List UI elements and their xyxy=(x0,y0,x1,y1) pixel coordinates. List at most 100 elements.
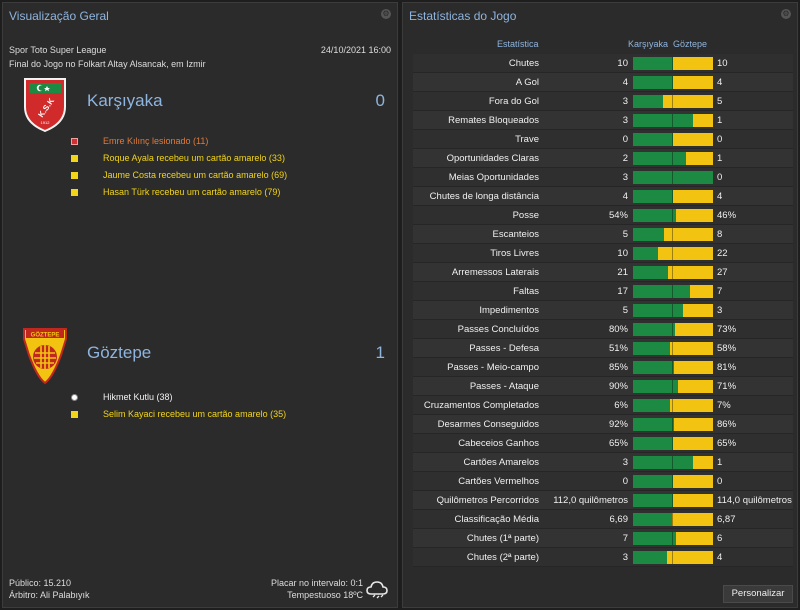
yellow-card-icon xyxy=(71,155,78,162)
panel-options-icon[interactable]: ⚙ xyxy=(781,9,791,19)
stat-row: Meias Oportunidades 3 0 xyxy=(413,168,793,187)
stat-bar-home xyxy=(633,437,673,450)
goztepe-logo-icon[interactable]: GÖZTEPE xyxy=(21,325,69,385)
stat-row: Passes Concluídos 80% 73% xyxy=(413,320,793,339)
stat-comparison-bar xyxy=(633,551,713,564)
stat-bar-away xyxy=(667,551,713,564)
karsiyaka-logo-icon[interactable]: K.S.K 1912 xyxy=(21,73,69,133)
stat-comparison-bar xyxy=(633,266,713,279)
stat-bar-midline xyxy=(672,475,673,488)
panel-options-icon[interactable]: ⚙ xyxy=(381,9,391,19)
injury-icon xyxy=(71,138,78,145)
stat-home-value: 0 xyxy=(622,476,628,487)
stat-bar-midline xyxy=(672,361,673,374)
stat-label: Passes - Defesa xyxy=(469,343,539,354)
halftime-score: Placar no intervalo: 0:1 xyxy=(270,578,363,588)
stat-home-value: 0 xyxy=(622,134,628,145)
stat-comparison-bar xyxy=(633,304,713,317)
stat-home-value: 3 xyxy=(622,115,628,126)
stat-away-value: 1 xyxy=(717,457,723,468)
stat-home-value: 3 xyxy=(622,552,628,563)
stat-row: Chutes (1ª parte) 7 6 xyxy=(413,529,793,548)
stat-comparison-bar xyxy=(633,361,713,374)
match-datetime: 24/10/2021 16:00 xyxy=(320,45,391,55)
stat-away-value: 3 xyxy=(717,305,723,316)
stat-row: Cabeceios Ganhos 65% 65% xyxy=(413,434,793,453)
stats-panel: Estatísticas do Jogo ⚙ Estatística Karşı… xyxy=(402,2,798,608)
stat-comparison-bar xyxy=(633,342,713,355)
stat-bar-midline xyxy=(672,171,673,184)
stat-label: Impedimentos xyxy=(479,305,539,316)
stat-bar-away xyxy=(663,95,713,108)
yellow-card-icon xyxy=(71,189,78,196)
stat-bar-away xyxy=(674,418,713,431)
stat-comparison-bar xyxy=(633,76,713,89)
stat-row: Passes - Ataque 90% 71% xyxy=(413,377,793,396)
stat-away-value: 8 xyxy=(717,229,723,240)
stat-comparison-bar xyxy=(633,190,713,203)
stat-row: Quilômetros Percorridos 112,0 quilômetros… xyxy=(413,491,793,510)
stat-row: Passes - Meio-campo 85% 81% xyxy=(413,358,793,377)
stat-home-value: 21 xyxy=(617,267,628,278)
away-team-name[interactable]: Göztepe xyxy=(87,343,152,362)
stat-bar-home xyxy=(633,209,676,222)
stat-comparison-bar xyxy=(633,285,713,298)
customize-button[interactable]: Personalizar xyxy=(723,585,793,603)
stat-label: Chutes xyxy=(508,58,539,69)
stat-away-value: 114,0 quilômetros xyxy=(717,495,792,506)
stat-away-value: 58% xyxy=(717,343,737,354)
stat-away-value: 81% xyxy=(717,362,737,373)
stat-comparison-bar xyxy=(633,57,713,70)
stat-bar-away xyxy=(673,475,713,488)
stat-home-value: 10 xyxy=(617,248,628,259)
stat-comparison-bar xyxy=(633,247,713,260)
yellow-card-icon xyxy=(71,411,78,418)
stat-label: Remates Bloqueados xyxy=(448,115,539,126)
stat-comparison-bar xyxy=(633,532,713,545)
stat-away-value: 1 xyxy=(717,153,723,164)
stat-bar-home xyxy=(633,190,673,203)
stat-row: Chutes (2ª parte) 3 4 xyxy=(413,548,793,567)
stat-label: Desarmes Conseguidos xyxy=(437,419,539,430)
stat-row: Chutes de longa distância 4 4 xyxy=(413,187,793,206)
stat-bar-home xyxy=(633,342,670,355)
stat-bar-midline xyxy=(672,285,673,298)
stat-bar-midline xyxy=(672,342,673,355)
home-team-name[interactable]: Karşıyaka xyxy=(87,91,163,110)
stat-home-value: 5 xyxy=(622,229,628,240)
stat-label: Trave xyxy=(515,134,539,145)
stat-label: Meias Oportunidades xyxy=(448,172,539,183)
stat-away-value: 46% xyxy=(717,210,737,221)
stat-bar-home xyxy=(633,532,676,545)
stat-bar-midline xyxy=(672,380,673,393)
stat-home-value: 85% xyxy=(608,362,628,373)
stat-comparison-bar xyxy=(633,323,713,336)
event-item: Emre Kılınç lesionado (11) xyxy=(71,133,391,150)
stat-home-value: 17 xyxy=(617,286,628,297)
stat-bar-away xyxy=(673,76,713,89)
stat-label: Arremessos Laterais xyxy=(451,267,539,278)
stat-label: Passes - Ataque xyxy=(469,381,539,392)
stat-away-value: 65% xyxy=(717,438,737,449)
weather-text: Tempestuoso 18ºC xyxy=(287,590,363,600)
event-item: Hikmet Kutlu (38) xyxy=(71,389,391,406)
stat-bar-home xyxy=(633,456,693,469)
stat-label: Passes - Meio-campo xyxy=(447,362,539,373)
stat-bar-away xyxy=(670,342,713,355)
stat-row: Cartões Amarelos 3 1 xyxy=(413,453,793,472)
stat-away-value: 7 xyxy=(717,286,723,297)
stat-comparison-bar xyxy=(633,475,713,488)
stat-away-value: 5 xyxy=(717,96,723,107)
stat-home-value: 2 xyxy=(622,153,628,164)
stat-bar-midline xyxy=(672,494,673,507)
stat-bar-away xyxy=(670,399,713,412)
storm-cloud-icon xyxy=(366,581,388,599)
stat-row: Tiros Livres 10 22 xyxy=(413,244,793,263)
stat-label: Cabeceios Ganhos xyxy=(458,438,539,449)
stat-bar-home xyxy=(633,399,670,412)
stat-bar-midline xyxy=(672,532,673,545)
stat-bar-midline xyxy=(672,323,673,336)
stat-row: Cruzamentos Completados 6% 7% xyxy=(413,396,793,415)
stat-bar-away xyxy=(693,456,713,469)
match-info: Spor Toto Super League 24/10/2021 16:00 … xyxy=(9,43,391,71)
